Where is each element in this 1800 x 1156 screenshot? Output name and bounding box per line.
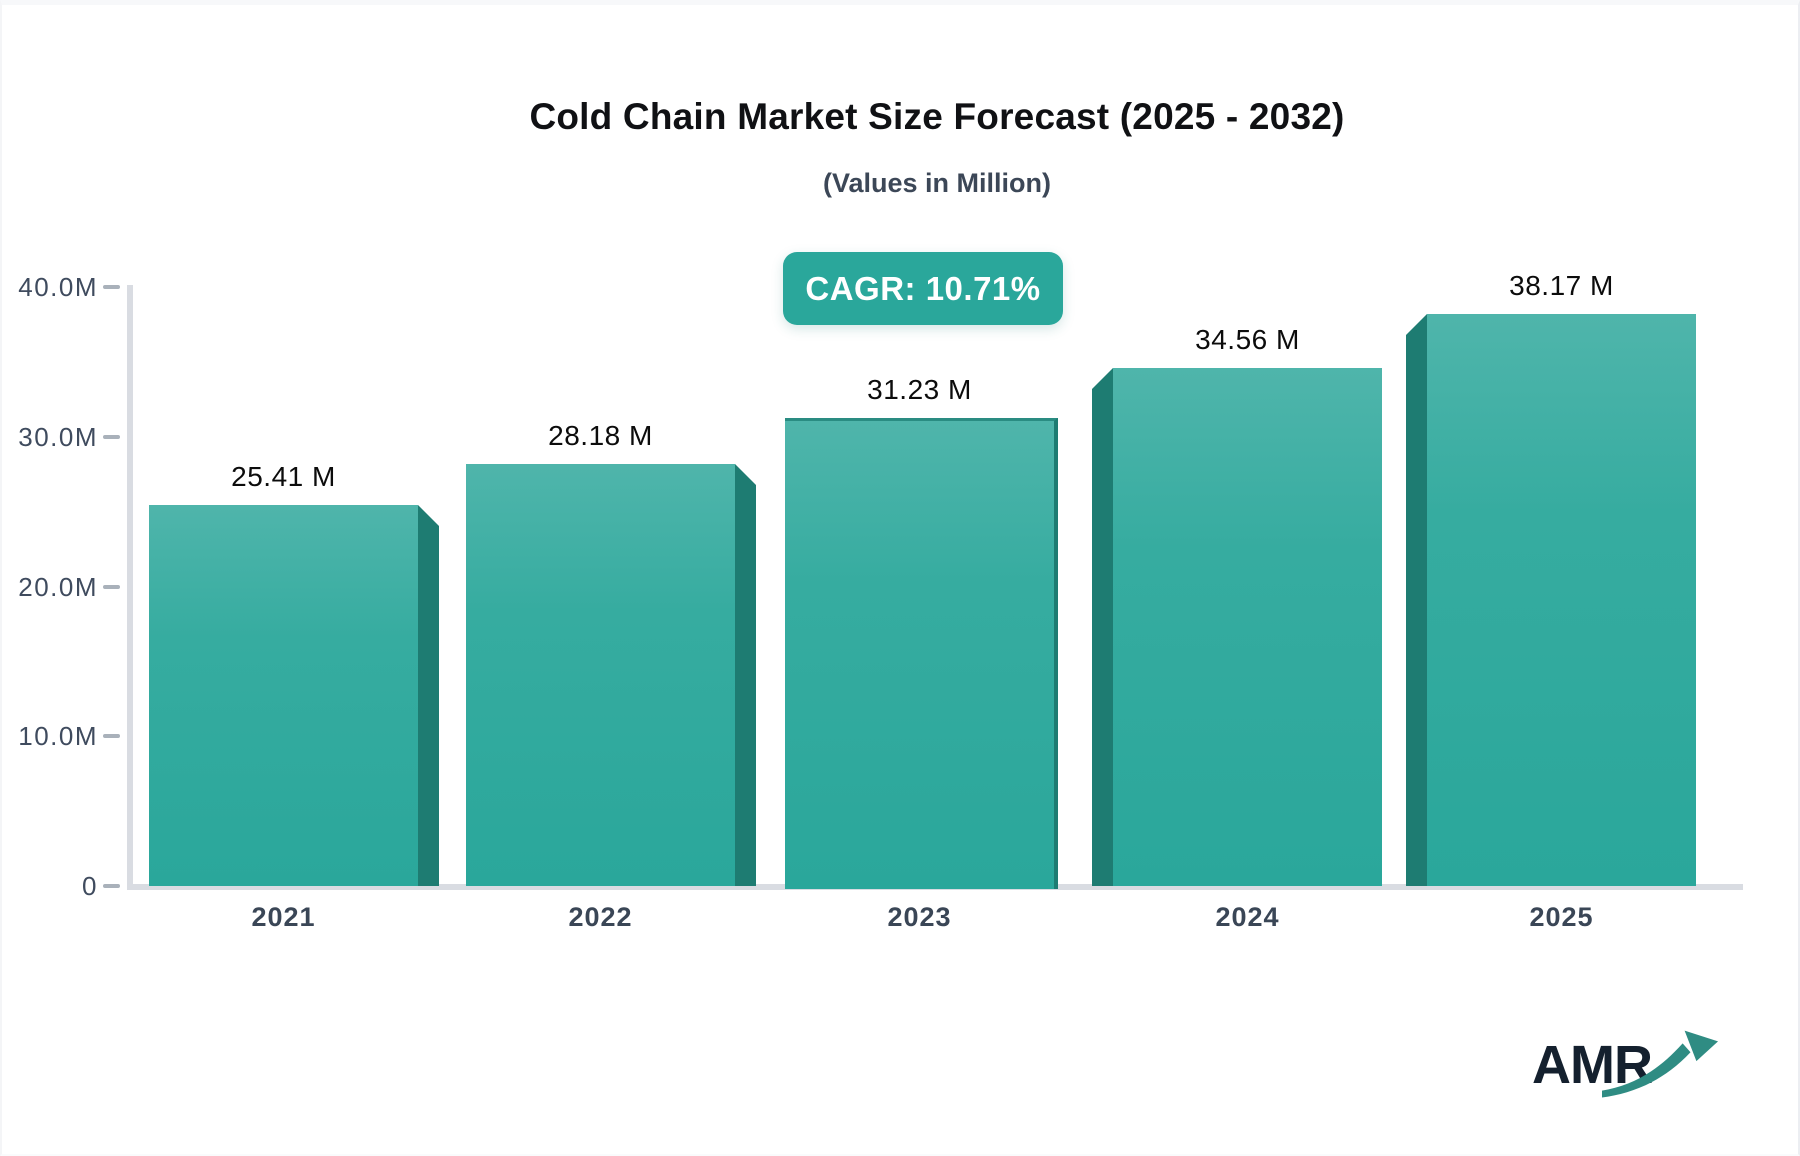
y-tick-mark-20.0M [103, 584, 120, 589]
page-title: Cold Chain Market Size Forecast (2025 - … [529, 96, 1345, 137]
y-tick-mark-0 [103, 884, 120, 888]
y-tick-mark-10.0M [103, 734, 120, 739]
bar-2021[interactable] [149, 505, 418, 886]
bar-3d-side-2022 [735, 464, 756, 886]
x-tick-label-2021: 2021 [251, 902, 316, 932]
cagr-badge: CAGR: 10.71% [783, 252, 1063, 325]
y-tick-label-40.0M: 40.0M [18, 272, 98, 302]
bar-2025[interactable] [1427, 314, 1696, 886]
bar-value-label-2025: 38.17 M [1509, 270, 1614, 301]
bar-3d-side-2024 [1092, 368, 1113, 886]
y-tick-mark-30.0M [103, 434, 120, 439]
amr-logo: AMR [1532, 1026, 1747, 1136]
y-tick-label-30.0M: 30.0M [18, 421, 98, 452]
y-tick-label-20.0M: 20.0M [18, 571, 98, 602]
bar-3d-side-2021 [418, 505, 439, 886]
y-tick-mark-40.0M [103, 285, 120, 289]
growth-arrow-icon [1602, 1030, 1719, 1098]
bar-2022[interactable] [466, 464, 735, 886]
bar-value-label-2022: 28.18 M [548, 420, 653, 451]
bar-value-label-2024: 34.56 M [1195, 324, 1300, 355]
y-tick-label-10.0M: 10.0M [18, 721, 98, 752]
bar-2024[interactable] [1113, 368, 1382, 886]
y-axis-line [127, 285, 133, 890]
x-tick-label-2023: 2023 [887, 902, 952, 932]
x-tick-label-2024: 2024 [1215, 902, 1280, 932]
bar-value-label-2023: 31.23 M [867, 374, 972, 405]
y-tick-label-0: 0 [82, 871, 98, 901]
bar-2023[interactable] [785, 418, 1058, 889]
page-subtitle: (Values in Million) [822, 168, 1052, 198]
x-tick-label-2022: 2022 [568, 902, 633, 932]
bar-3d-side-2025 [1406, 314, 1427, 886]
bar-value-label-2021: 25.41 M [231, 461, 336, 492]
x-tick-label-2025: 2025 [1529, 902, 1594, 932]
